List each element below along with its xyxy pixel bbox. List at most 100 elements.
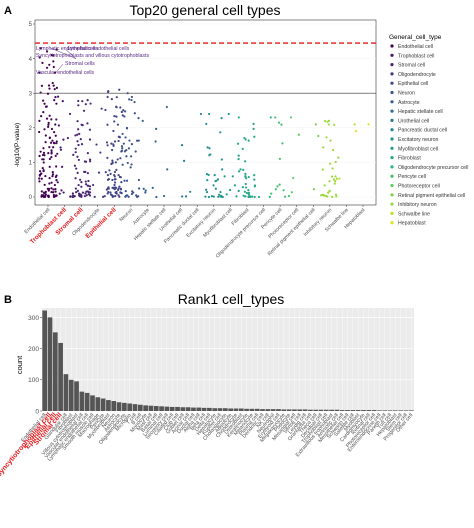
- a-point: [237, 189, 240, 193]
- a-point: [47, 151, 50, 155]
- b-bar: [79, 391, 85, 411]
- a-point: [50, 149, 53, 152]
- a-point: [129, 155, 133, 158]
- legend-marker: [390, 72, 394, 76]
- a-point: [38, 173, 42, 176]
- b-bar: [244, 408, 249, 411]
- a-point: [50, 53, 53, 57]
- a-point: [239, 168, 242, 171]
- a-annotation: Vascular endothelial cells: [36, 70, 95, 76]
- a-point: [121, 132, 124, 136]
- a-point: [327, 123, 330, 126]
- a-point: [80, 123, 83, 126]
- a-point: [84, 192, 87, 195]
- b-bar: [276, 409, 281, 411]
- b-bar: [143, 405, 148, 411]
- a-point: [80, 181, 83, 184]
- a-point: [206, 146, 209, 149]
- a-point: [119, 106, 122, 109]
- legend-marker: [390, 156, 394, 160]
- a-point: [244, 138, 247, 141]
- a-point: [38, 170, 42, 173]
- a-point: [110, 142, 113, 145]
- a-point: [212, 184, 215, 187]
- a-point: [48, 157, 51, 161]
- a-point: [103, 195, 106, 198]
- legend-marker: [390, 100, 394, 104]
- a-point: [89, 160, 92, 163]
- a-point: [247, 139, 250, 142]
- a-ytick-label: 0: [29, 195, 33, 201]
- a-point: [125, 194, 128, 197]
- panel-a-points: [38, 47, 370, 199]
- a-point: [53, 131, 56, 134]
- a-point: [287, 194, 291, 198]
- a-point: [312, 188, 316, 191]
- a-point: [42, 147, 45, 150]
- a-point: [124, 136, 127, 139]
- a-point: [50, 127, 54, 131]
- a-point: [77, 192, 81, 195]
- a-point: [81, 191, 85, 194]
- b-bar: [329, 409, 334, 411]
- legend-label: Astrocyte: [398, 100, 420, 106]
- a-point: [321, 168, 324, 171]
- a-ytick-label: 1: [29, 161, 33, 167]
- a-point: [71, 195, 75, 198]
- a-point: [42, 158, 45, 161]
- legend-marker: [390, 118, 394, 122]
- a-annotation-connector: [55, 63, 64, 73]
- a-point: [122, 142, 125, 145]
- legend-label: Photoreceptor cell: [398, 184, 440, 190]
- b-bar: [116, 402, 122, 411]
- a-point: [74, 147, 77, 150]
- a-point: [50, 151, 53, 154]
- a-point: [123, 115, 126, 118]
- a-point: [73, 195, 76, 198]
- a-point: [46, 194, 50, 197]
- a-point: [104, 170, 107, 174]
- a-point: [322, 194, 325, 197]
- a-point: [119, 157, 122, 160]
- a-point: [68, 112, 72, 116]
- b-bar: [212, 408, 218, 411]
- a-point: [137, 139, 140, 142]
- b-bar: [308, 409, 313, 411]
- a-point: [241, 147, 244, 150]
- b-bar: [334, 409, 340, 411]
- a-point: [75, 191, 78, 194]
- a-point: [225, 193, 228, 196]
- a-point: [61, 165, 64, 168]
- a-point: [50, 187, 53, 190]
- a-point: [48, 87, 51, 90]
- a-point: [111, 159, 114, 162]
- a-point: [38, 154, 41, 158]
- a-point: [247, 191, 251, 194]
- legend-marker: [390, 221, 394, 225]
- a-point: [253, 178, 256, 181]
- a-point: [56, 152, 59, 155]
- a-point: [205, 188, 208, 191]
- a-point: [213, 174, 216, 177]
- a-point: [326, 120, 329, 123]
- legend-marker: [390, 183, 394, 188]
- b-bar: [84, 392, 90, 411]
- a-point: [56, 95, 60, 98]
- a-point: [74, 134, 77, 137]
- a-point: [106, 95, 109, 99]
- a-point: [40, 190, 43, 193]
- a-point: [118, 88, 121, 91]
- a-point: [317, 134, 320, 138]
- a-point: [253, 173, 256, 177]
- a-point: [84, 103, 87, 106]
- a-point: [88, 187, 91, 191]
- legend-label: Schwalbe line: [398, 211, 430, 217]
- a-point: [55, 102, 58, 105]
- legend-marker: [390, 211, 394, 215]
- a-point: [334, 175, 337, 178]
- legend-label: Retinal pigment epithelial cell: [398, 193, 465, 199]
- b-bar: [254, 408, 260, 411]
- a-point: [113, 120, 116, 123]
- a-point: [43, 102, 46, 105]
- a-point: [252, 122, 255, 125]
